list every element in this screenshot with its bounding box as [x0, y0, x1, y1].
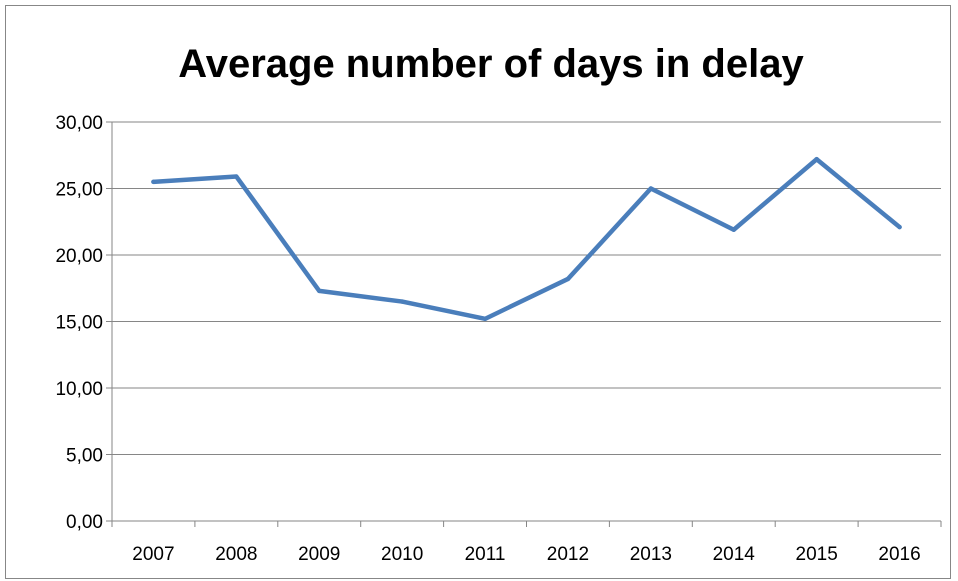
- x-tick-label: 2015: [796, 544, 838, 565]
- data-point: [399, 299, 405, 304]
- y-tick-label: 25,00: [55, 180, 103, 201]
- data-point: [317, 288, 322, 294]
- data-point: [565, 276, 571, 282]
- y-tick-label: 5,00: [66, 446, 103, 467]
- x-axis-tick-labels: 2007 2008 2009 2010 2011 2012 2013 2014 2015 2016: [132, 544, 920, 565]
- x-tick-label: 2010: [381, 544, 423, 565]
- x-tick-label: 2016: [878, 544, 920, 565]
- series-line: [151, 156, 902, 322]
- x-tick-label: 2014: [713, 544, 756, 565]
- x-tick-label: 2013: [630, 544, 672, 565]
- axes: [106, 121, 942, 527]
- chart-frame: [5, 5, 951, 579]
- y-tick-label: 30,00: [55, 113, 103, 134]
- data-point: [482, 316, 488, 322]
- data-point: [151, 179, 156, 185]
- gridlines: [112, 121, 941, 455]
- data-point: [814, 157, 819, 162]
- data-point: [897, 224, 902, 230]
- y-tick-label: 0,00: [66, 512, 103, 533]
- y-axis-tick-labels: 0,00 5,00 10,00 15,00 20,00 25,00 30,00: [55, 113, 103, 533]
- data-point: [731, 227, 736, 232]
- x-tick-label: 2011: [465, 544, 506, 565]
- series-layer: [151, 156, 902, 322]
- data-point: [234, 174, 239, 179]
- y-tick-label: 15,00: [55, 313, 103, 334]
- x-tick-label: 2009: [298, 544, 340, 565]
- y-tick-label: 20,00: [55, 246, 103, 267]
- x-tick-label: 2012: [547, 544, 589, 565]
- x-tick-label: 2007: [132, 544, 174, 565]
- data-point: [648, 186, 654, 191]
- y-tick-label: 10,00: [55, 379, 103, 400]
- chart-title: Average number of days in delay: [178, 42, 804, 86]
- x-tick-label: 2008: [215, 544, 257, 565]
